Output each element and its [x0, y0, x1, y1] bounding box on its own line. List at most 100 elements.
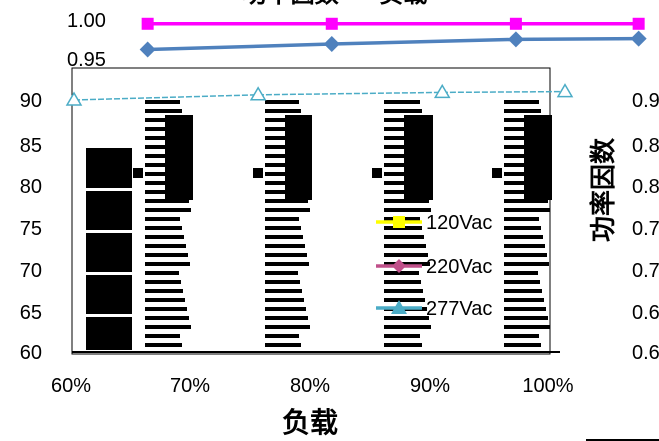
- artifact-stripe: [145, 226, 182, 230]
- artifact-stripe: [384, 289, 423, 293]
- left-y-tick-6: 65: [20, 302, 42, 324]
- artifact-stripe: [504, 289, 542, 293]
- artifact-stripe: [265, 307, 306, 311]
- top-series-1-point-3: [509, 17, 522, 30]
- artifact-stripe: [384, 199, 429, 203]
- artifact-stripe: [265, 199, 308, 203]
- right-y-tick-6: 0.6: [632, 302, 659, 324]
- artifact-stripe: [145, 100, 180, 104]
- artifact-stripe: [145, 208, 191, 212]
- artifact-stripe: [384, 253, 428, 257]
- artifact-stripe: [145, 271, 179, 275]
- artifact-stripe: [145, 163, 181, 167]
- artifact-stripe: [504, 307, 546, 311]
- top-series-1-point-1: [141, 17, 154, 30]
- artifact-stripe: [384, 298, 425, 302]
- artifact-stripe: [145, 172, 183, 176]
- artifact-stripe: [145, 280, 181, 284]
- artifact-gap: [86, 230, 132, 233]
- left-y-tick-7: 60: [20, 342, 42, 364]
- artifact-block: [285, 115, 312, 200]
- top-series-2-point-3: [507, 31, 524, 48]
- artifact-stripe: [145, 199, 189, 203]
- main-series-line: [73, 90, 566, 101]
- artifact-stripe: [504, 343, 541, 347]
- artifact-stripe: [265, 181, 304, 185]
- artifact-stripe: [384, 334, 420, 338]
- artifact-stripe: [145, 244, 186, 248]
- artifact-stripe: [265, 100, 299, 104]
- artifact-stripe: [265, 325, 310, 329]
- artifact-stripe: [504, 163, 540, 167]
- right-y-tick-3: 0.8: [632, 176, 659, 198]
- artifact-stripe: [504, 109, 541, 113]
- left-y-tick-5: 70: [20, 260, 42, 282]
- artifact-stripe: [145, 298, 185, 302]
- artifact-stripe: [384, 280, 421, 284]
- artifact-stripe: [265, 262, 309, 266]
- artifact-stripe: [384, 154, 419, 158]
- artifact-block: [404, 115, 433, 200]
- artifact-stripe: [265, 109, 301, 113]
- top-y-tick-1: 1.00: [67, 10, 106, 32]
- legend-label-3: 277Vac: [426, 298, 492, 320]
- top-series-1-point-4: [632, 17, 645, 30]
- chart-title: 功率因数 — 负载: [243, 0, 428, 8]
- artifact-stripe: [504, 253, 547, 257]
- artifact-stripe: [504, 217, 539, 221]
- top-series-2-point-1: [139, 41, 156, 58]
- artifact-stripe: [504, 262, 549, 266]
- artifact-stripe: [504, 244, 545, 248]
- artifact-stripe: [265, 118, 303, 122]
- artifact-dash: [133, 168, 143, 178]
- legend-marker-3: [391, 300, 407, 314]
- artifact-block: [165, 115, 193, 200]
- main-series-point-1: [65, 91, 83, 106]
- artifact-stripe: [145, 253, 188, 257]
- x-tick-2: 70%: [170, 375, 210, 397]
- artifact-stripe: [265, 226, 301, 230]
- artifact-stripe: [145, 235, 184, 239]
- right-y-tick-2: 0.8: [632, 135, 659, 157]
- top-y-tick-2: 0.95: [67, 49, 106, 71]
- artifact-stripe: [265, 217, 299, 221]
- right-axis-label: 功率因数: [588, 137, 619, 242]
- artifact-stripe: [384, 109, 422, 113]
- artifact-stripe: [265, 253, 307, 257]
- artifact-stripe: [265, 172, 302, 176]
- artifact-stripe: [145, 307, 187, 311]
- legend-marker-1: [393, 216, 405, 228]
- top-series-2-point-4: [630, 30, 647, 47]
- right-y-tick-4: 0.7: [632, 218, 659, 240]
- right-y-tick-5: 0.7: [632, 260, 659, 282]
- artifact-stripe: [504, 271, 538, 275]
- artifact-stripe: [504, 208, 550, 212]
- top-series-line-2: [147, 36, 639, 52]
- artifact-dash: [492, 168, 502, 178]
- left-y-tick-4: 75: [20, 218, 42, 240]
- artifact-stripe: [384, 235, 424, 239]
- artifact-stripe: [384, 262, 430, 266]
- left-y-tick-1: 90: [20, 90, 42, 112]
- legend-label-2: 220Vac: [426, 256, 492, 278]
- artifact-stripe: [265, 280, 300, 284]
- artifact-dash: [372, 168, 382, 178]
- artifact-stripe: [265, 289, 302, 293]
- artifact-stripe: [265, 343, 301, 347]
- artifact-dash: [253, 168, 263, 178]
- artifact-stripe: [504, 100, 539, 104]
- artifact-stripe: [504, 199, 548, 203]
- main-series-point-2: [249, 86, 267, 101]
- artifact-stripe: [265, 244, 305, 248]
- artifact-stripe: [145, 334, 180, 338]
- artifact-stripe: [504, 280, 540, 284]
- artifact-stripe: [504, 172, 542, 176]
- artifact-stripe: [145, 316, 189, 320]
- legend-marker-2: [392, 259, 406, 273]
- artifact-stripe: [145, 343, 182, 347]
- artifact-stripe: [504, 334, 539, 338]
- right-y-tick-7: 0.6: [632, 342, 659, 364]
- artifact-stripe: [384, 163, 421, 167]
- top-series-1-point-2: [325, 17, 338, 30]
- artifact-gap: [86, 314, 132, 317]
